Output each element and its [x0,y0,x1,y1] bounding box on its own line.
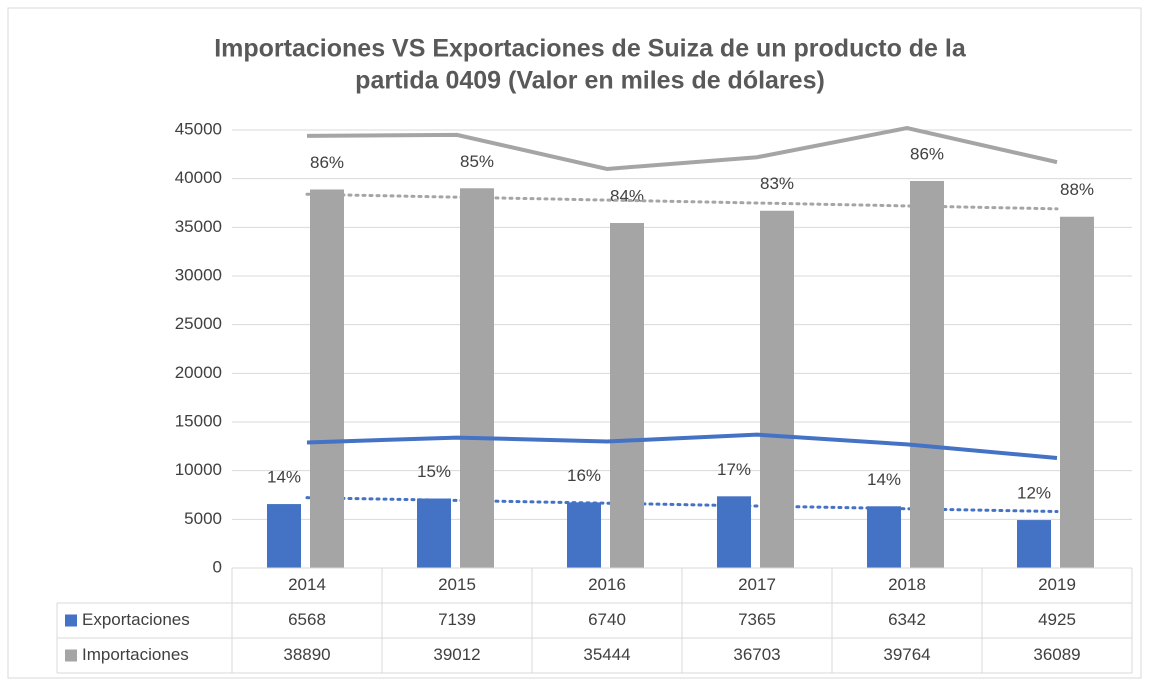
y-tick-label: 0 [213,557,222,576]
bar [760,210,794,569]
y-tick-label: 45000 [175,119,222,138]
data-label: 12% [1017,484,1051,503]
legend-label: Exportaciones [82,610,190,629]
bar [910,180,944,568]
x-tick-label: 2018 [888,575,926,594]
bar [1017,520,1051,568]
bar [1060,216,1094,568]
data-label: 83% [760,174,794,193]
bar [567,502,601,568]
bar [417,498,451,568]
y-tick-label: 5000 [184,509,222,528]
table-value: 36089 [1033,645,1080,664]
data-label: 16% [567,466,601,485]
legend-swatch [65,614,77,627]
table-value: 7365 [738,610,776,629]
bar [267,504,301,568]
table-value: 36703 [733,645,780,664]
y-tick-label: 10000 [175,460,222,479]
line-series [306,126,1058,171]
table-value: 39012 [433,645,480,664]
bar [610,223,644,569]
chart-title: Importaciones VS Exportaciones de Suiza … [214,35,967,63]
data-label: 17% [717,460,751,479]
table-value: 39764 [883,645,930,664]
table-value: 6568 [288,610,326,629]
table-value: 38890 [283,645,330,664]
data-label: 15% [417,462,451,481]
data-label: 84% [610,186,644,205]
x-tick-label: 2017 [738,575,776,594]
y-tick-label: 15000 [175,411,222,430]
table-value: 7139 [438,610,476,629]
x-tick-label: 2014 [288,575,326,594]
bar [310,189,344,568]
data-label: 14% [267,468,301,487]
x-tick-label: 2015 [438,575,476,594]
legend-label: Importaciones [82,645,189,664]
data-label: 85% [460,152,494,171]
x-tick-label: 2019 [1038,575,1076,594]
y-tick-label: 20000 [175,363,222,382]
line-series [306,432,1058,461]
y-tick-label: 25000 [175,314,222,333]
chart-frame [7,7,1142,679]
data-label: 86% [310,153,344,172]
y-tick-label: 35000 [175,217,222,236]
data-label: 86% [910,144,944,163]
bar [867,506,901,568]
y-tick-label: 30000 [175,265,222,284]
chart-title: partida 0409 (Valor en miles de dólares) [355,67,825,95]
data-label: 88% [1060,180,1094,199]
table-value: 4925 [1038,610,1076,629]
x-tick-label: 2016 [588,575,626,594]
table-value: 35444 [583,645,630,664]
bar [460,188,494,568]
legend-swatch [65,649,77,662]
table-value: 6740 [588,610,626,629]
y-tick-label: 40000 [175,168,222,187]
data-label: 14% [867,470,901,489]
table-value: 6342 [888,610,926,629]
trendline [305,192,1059,211]
bar [717,496,751,568]
